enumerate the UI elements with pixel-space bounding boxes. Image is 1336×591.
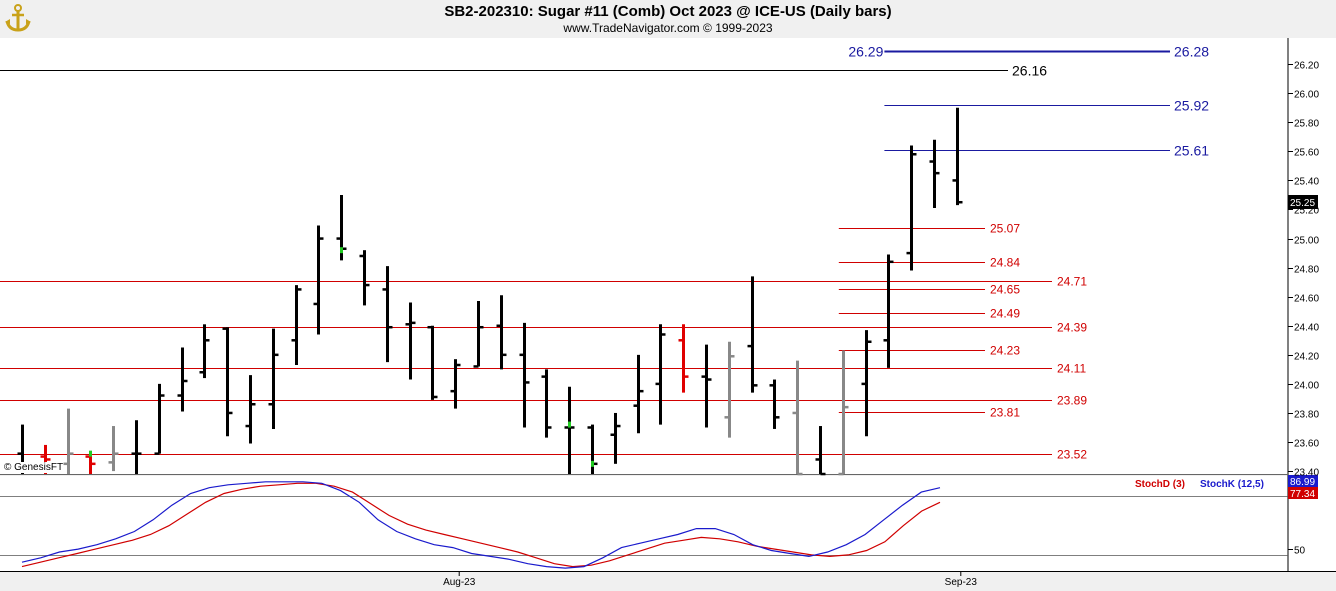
ohlc-bar-8 [199,324,210,379]
y-tick-label-8: 25.00 [1294,236,1319,247]
genesis-watermark: © GenesisFT [4,462,64,473]
y-tick-label-9: 25.20 [1294,206,1319,217]
ohlc-bar-28 [655,324,666,425]
ohlc-bar-20 [473,301,484,368]
legend-stochd: StochD (3) [1135,479,1185,490]
ohlc-bar-10 [245,375,256,444]
y-tick-label-14: 26.20 [1294,61,1319,72]
ohlc-bar-36 [838,350,849,476]
last-price-box [1288,195,1318,209]
support-label-9: 23.81 [990,406,1020,420]
ohlc-bar-41 [952,107,963,206]
ohlc-bar-34 [792,360,803,476]
resistance-label-1: 26.16 [1012,63,1047,79]
resistance-label-2: 25.92 [1174,98,1209,114]
ohlc-bar-31 [724,341,735,438]
support-label-5: 24.39 [1057,321,1087,335]
y-tick-label-12: 25.80 [1294,119,1319,130]
support-label-1: 24.84 [990,256,1020,270]
ohlc-bar-33 [769,379,780,429]
last-price-label: 25.25 [1290,198,1315,209]
y-tick-label-6: 24.60 [1294,294,1319,305]
y-tick-label-2: 23.80 [1294,410,1319,421]
ohlc-bar-37 [861,330,872,437]
y-tick-label-5: 24.40 [1294,323,1319,334]
ohlc-bar-26 [610,412,621,464]
main-panel [0,38,1288,474]
chart-title: SB2-202310: Sugar #11 (Comb) Oct 2023 @ … [444,3,892,20]
ohlc-bar-39 [906,145,917,271]
ohlc-bar-29 [678,324,689,393]
chart-subtitle: www.TradeNavigator.com © 1999-2023 [563,21,773,35]
ohlc-bar-23 [541,369,552,438]
legend-stochk: StochK (12,5) [1200,479,1264,490]
ohlc-bar-11 [268,328,279,429]
x-tick-label-0: Aug-23 [443,577,476,588]
y-tick-label-0: 23.40 [1294,468,1319,479]
y-tick-label-4: 24.20 [1294,352,1319,363]
support-label-2: 24.71 [1057,275,1087,289]
stoch-last-box-1 [1288,487,1318,499]
ohlc-bar-19 [450,359,461,409]
ohlc-bar-7 [177,347,188,412]
y-tick-label-13: 26.00 [1294,90,1319,101]
stoch-series-1 [21,481,941,569]
ohlc-bar-40 [929,139,940,209]
resistance-label-0: 26.28 [1174,44,1209,60]
ohlc-bar-9 [222,327,233,437]
support-label-4: 24.49 [990,307,1020,321]
support-label-7: 24.11 [1057,362,1086,376]
anchor-logo-icon [4,3,32,38]
ohlc-bar-15 [359,250,370,306]
y-tick-label-1: 23.60 [1294,439,1319,450]
stoch-y-tick-label-0: 50 [1294,546,1306,557]
ohlc-bar-4 [108,426,119,472]
support-label-0: 25.07 [990,222,1020,236]
stoch-last-label-0: 86.99 [1290,477,1315,488]
y-tick-label-10: 25.40 [1294,177,1319,188]
chart-header: SB2-202310: Sugar #11 (Comb) Oct 2023 @ … [0,0,1336,38]
support-label-10: 23.52 [1057,448,1087,462]
resistance-label-3: 25.61 [1174,143,1209,159]
support-label-3: 24.65 [990,283,1020,297]
stochastic-panel [0,476,1288,571]
ohlc-bar-35 [815,426,826,476]
ohlc-bar-5 [131,420,142,474]
ohlc-bar-12 [291,285,302,365]
ohlc-bar-13 [313,225,324,335]
x-tick-label-1: Sep-23 [945,577,978,588]
ohlc-bar-16 [382,266,393,363]
ohlc-bar-30 [701,344,712,428]
y-tick-label-11: 25.60 [1294,148,1319,159]
ohlc-bar-17 [405,302,416,380]
ohlc-bar-2 [63,408,74,474]
ohlc-bar-27 [633,354,644,434]
ohlc-bar-21 [496,295,507,370]
ohlc-bar-38 [883,254,894,368]
y-tick-label-3: 24.00 [1294,381,1319,392]
stoch-last-label-1: 77.34 [1290,489,1315,500]
ohlc-bar-32 [747,276,758,393]
ohlc-bar-6 [154,383,165,455]
stoch-last-box-0 [1288,475,1318,487]
y-tick-label-7: 24.80 [1294,265,1319,276]
resistance-label-left-0: 26.29 [848,44,883,60]
support-label-8: 23.89 [1057,394,1087,408]
ohlc-bar-18 [427,325,438,400]
stoch-series-0 [21,482,941,568]
ohlc-bar-22 [519,322,530,428]
support-label-6: 24.23 [990,344,1020,358]
